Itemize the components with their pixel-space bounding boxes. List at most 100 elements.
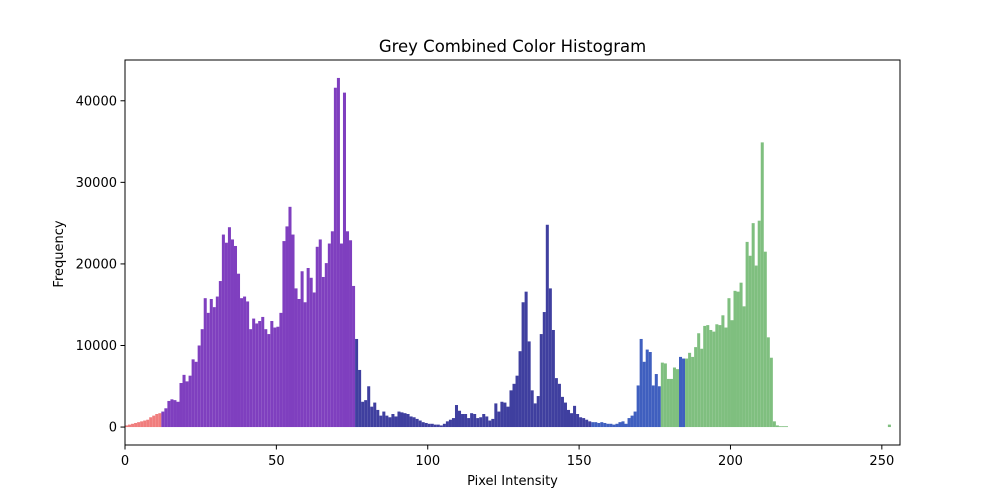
histogram-bar — [273, 327, 277, 428]
histogram-bar — [424, 422, 428, 428]
histogram-bar — [252, 318, 256, 428]
histogram-bar — [663, 363, 667, 428]
histogram-bar — [685, 358, 689, 428]
histogram-bar — [134, 422, 138, 428]
y-tick-label: 30000 — [76, 176, 117, 191]
histogram-bar — [672, 367, 676, 428]
histogram-bar — [391, 414, 395, 428]
histogram-bar — [379, 415, 383, 428]
histogram-bar — [694, 347, 698, 428]
histogram-bar — [291, 234, 295, 428]
histogram-bar — [576, 414, 580, 428]
histogram-bar — [349, 240, 353, 428]
histogram-bar — [500, 401, 504, 428]
histogram-bar — [164, 408, 168, 428]
histogram-bar — [333, 87, 337, 428]
histogram-bar — [772, 421, 776, 428]
histogram-bar — [763, 251, 767, 428]
histogram-bar — [288, 206, 292, 428]
histogram-bar — [149, 417, 153, 428]
histogram-bar — [418, 420, 422, 428]
x-axis-ticks: 0 50 100 150 200 250 — [121, 445, 894, 469]
histogram-bar — [131, 423, 135, 428]
histogram-bar — [591, 422, 595, 428]
histogram-bar — [618, 422, 622, 428]
histogram-bar — [352, 285, 356, 428]
histogram-bar — [657, 386, 661, 428]
histogram-bar — [270, 321, 274, 428]
histogram-bar — [342, 92, 346, 428]
histogram-bar — [700, 348, 704, 428]
histogram-bar — [194, 361, 198, 428]
histogram-bar — [669, 378, 673, 428]
histogram-bar — [736, 291, 740, 428]
x-tick-label: 0 — [121, 454, 129, 469]
histogram-bar — [606, 423, 610, 428]
histogram-bar — [536, 396, 540, 428]
histogram-bar — [476, 418, 480, 428]
histogram-bar — [373, 402, 377, 428]
histogram-bar — [760, 142, 764, 428]
histogram-bar — [488, 420, 492, 428]
histogram-bar — [467, 418, 471, 428]
y-tick-label: 10000 — [76, 339, 117, 354]
histogram-bar — [327, 243, 331, 428]
histogram-bar — [324, 263, 328, 428]
histogram-bar — [206, 312, 210, 428]
histogram-bar — [294, 288, 298, 428]
histogram-bar — [548, 288, 552, 428]
histogram-bar — [636, 385, 640, 428]
histogram-bar — [588, 421, 592, 428]
histogram-bar — [506, 406, 510, 428]
histogram-bar — [376, 409, 380, 428]
histogram-bar — [230, 239, 234, 428]
histogram-bars — [125, 77, 891, 428]
y-tick-label: 0 — [109, 421, 117, 436]
histogram-bar — [887, 424, 891, 428]
histogram-bar — [315, 246, 319, 428]
histogram-bar — [137, 422, 141, 428]
histogram-bar — [745, 241, 749, 428]
histogram-bar — [557, 383, 561, 428]
histogram-bar — [430, 423, 434, 428]
histogram-bar — [609, 423, 613, 428]
histogram-bar — [309, 277, 313, 428]
x-tick-label: 100 — [415, 454, 440, 469]
histogram-bar — [494, 403, 498, 428]
histogram-bar — [282, 241, 286, 428]
histogram-bar — [412, 417, 416, 428]
histogram-bar — [358, 369, 362, 428]
histogram-bar — [409, 416, 413, 428]
histogram-bar — [727, 298, 731, 428]
histogram-bar — [594, 422, 598, 428]
histogram-bar — [461, 414, 465, 428]
histogram-bar — [709, 329, 713, 428]
histogram-bar — [240, 298, 244, 428]
histogram-bar — [185, 381, 189, 428]
histogram-bar — [766, 337, 770, 428]
x-axis-label: Pixel Intensity — [467, 474, 558, 489]
histogram-bar — [394, 416, 398, 428]
histogram-bar — [751, 223, 755, 428]
histogram-bar — [545, 224, 549, 428]
histogram-bar — [370, 406, 374, 428]
histogram-bar — [339, 243, 343, 428]
histogram-bar — [403, 413, 407, 428]
histogram-bar — [642, 361, 646, 428]
histogram-bar — [215, 296, 219, 428]
plot-frame — [124, 59, 901, 446]
histogram-bar — [597, 422, 601, 428]
histogram-bar — [512, 383, 516, 428]
histogram-bar — [503, 402, 507, 428]
histogram-bar — [781, 426, 785, 428]
histogram-bar — [312, 292, 316, 428]
histogram-bar — [527, 341, 531, 428]
histogram-bar — [261, 316, 265, 428]
histogram-bar — [385, 415, 389, 428]
histogram-bar — [775, 425, 779, 428]
histogram-bar — [754, 265, 758, 428]
histogram-bar — [128, 424, 132, 428]
histogram-bar — [125, 425, 129, 428]
histogram-bar — [539, 334, 543, 428]
